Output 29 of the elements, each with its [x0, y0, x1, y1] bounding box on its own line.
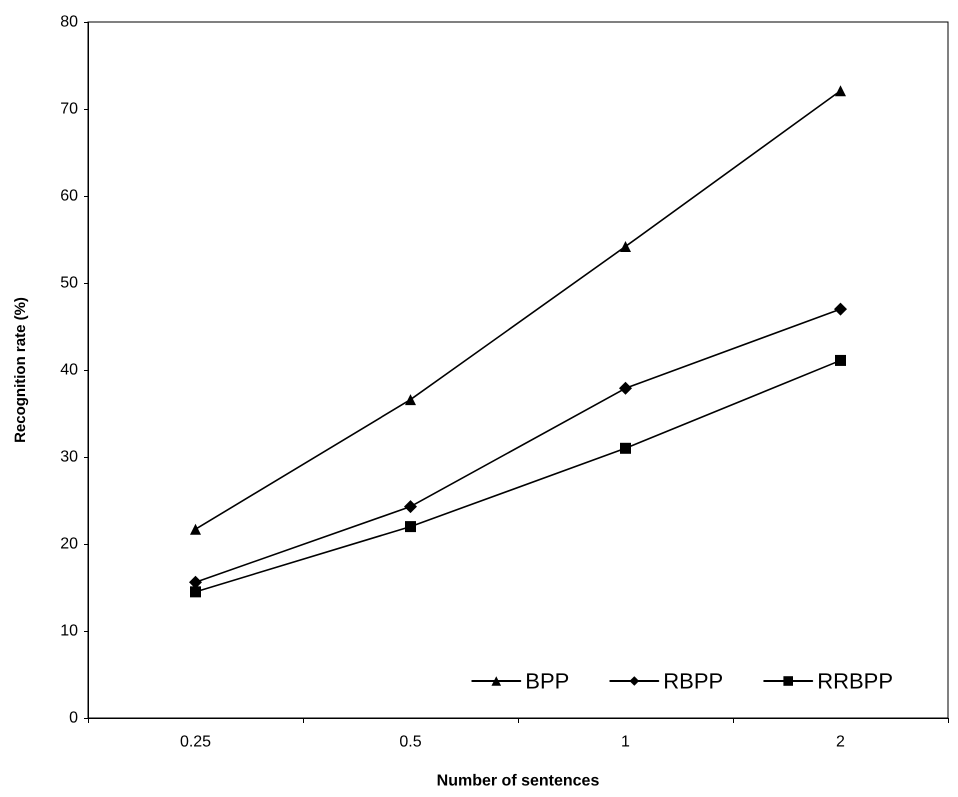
point	[405, 394, 416, 406]
y-tick-label: 10	[60, 622, 78, 640]
point	[620, 240, 631, 252]
x-axis-title: Number of sentences	[436, 772, 600, 790]
x-tick-label: 0.25	[180, 734, 212, 750]
y-tick-label: 20	[60, 536, 78, 552]
y-tick-label: 60	[60, 188, 78, 204]
x-tick-label: 2	[836, 734, 846, 750]
y-tick-label: 30	[60, 448, 78, 466]
x-tick-label: 0.5	[399, 734, 422, 750]
point	[834, 302, 847, 316]
point	[619, 382, 632, 395]
point	[190, 586, 201, 598]
point	[835, 85, 846, 96]
point	[404, 500, 417, 514]
legend-label: RBPP	[663, 668, 724, 694]
legend-label: BPP	[525, 668, 570, 694]
point	[620, 442, 631, 454]
y-tick-label: 50	[60, 274, 78, 292]
legend-label: RRBPP	[817, 668, 893, 694]
point	[835, 354, 846, 366]
y-tick-label: 70	[60, 100, 78, 118]
y-axis-title: Recognition rate (%)	[12, 297, 29, 443]
y-tick-label: 40	[60, 362, 78, 378]
y-tick-label: 80	[60, 14, 78, 30]
point	[190, 524, 201, 535]
x-tick-label: 1	[621, 734, 630, 750]
y-tick-label: 0	[69, 710, 78, 726]
point	[405, 521, 416, 532]
